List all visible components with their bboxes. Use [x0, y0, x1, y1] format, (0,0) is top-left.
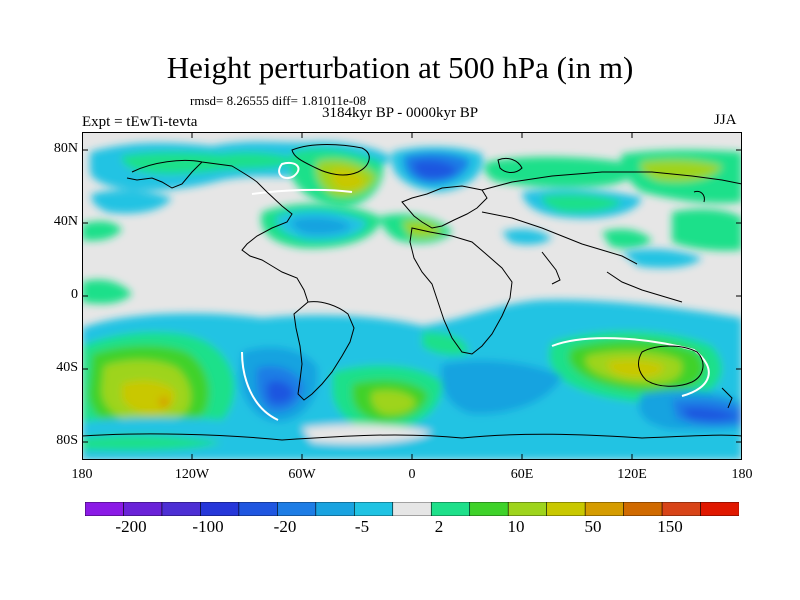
colorbar-label: -100 [192, 517, 224, 536]
coastlines [82, 144, 742, 441]
colorbar-swatch [507, 502, 548, 516]
lat-label-80n: 80N [53, 141, 78, 156]
map-title: Height perturbation at 500 hPa (in m) [166, 50, 634, 85]
colorbar-swatch [277, 502, 317, 516]
colorbar-label: 150 [657, 517, 683, 536]
lon-label-60e: 60E [510, 467, 534, 482]
lat-label-0: 0 [71, 287, 78, 302]
colorbar-swatch [85, 502, 124, 516]
time-period-label: 3184kyr BP - 0000kyr BP [322, 105, 479, 121]
colorbar-swatch [200, 502, 240, 516]
colorbar-label: -200 [115, 517, 147, 536]
tropics-field [82, 249, 702, 304]
colorbar-swatch [584, 502, 625, 516]
colorbar-swatch [700, 502, 739, 516]
colorbar-swatch [353, 502, 394, 516]
height-perturbation-map [82, 132, 742, 460]
colorbar-label: 50 [584, 517, 602, 536]
season-label: JJA [714, 112, 737, 128]
colorbar-swatch [315, 502, 355, 516]
colorbar-swatch [661, 502, 702, 516]
axis-ticks [82, 132, 742, 460]
lon-label-0: 0 [408, 467, 416, 482]
colorbar-label: -5 [354, 517, 370, 536]
lon-label-180w: 180 [71, 467, 93, 482]
colorbar-swatch [161, 502, 201, 516]
colorbar-swatch [623, 502, 663, 516]
south-field [82, 299, 742, 460]
colorbar-swatch [469, 502, 509, 516]
colorbar-label: -20 [273, 517, 297, 536]
colorbar-label: 10 [507, 517, 525, 536]
lon-label-180e: 180 [731, 467, 753, 482]
colorbar [85, 502, 739, 516]
colorbar-swatch [430, 502, 471, 516]
lon-label-60w: 60W [288, 467, 316, 482]
colorbar-swatch [123, 502, 163, 516]
lat-label-40n: 40N [53, 214, 78, 229]
north-field [82, 141, 742, 251]
lon-label-120e: 120E [617, 467, 647, 482]
colorbar-swatch [546, 502, 586, 516]
colorbar-swatch [392, 502, 432, 516]
map-panel [82, 132, 742, 460]
experiment-label: Expt = tEwTi-tevta [82, 114, 198, 130]
colorbar-label: 2 [434, 517, 444, 536]
colorbar-swatch [238, 502, 278, 516]
lon-label-120w: 120W [174, 467, 210, 482]
lat-label-80s: 80S [56, 433, 78, 448]
lat-label-40s: 40S [56, 360, 78, 375]
rmsd-diff-stats: rmsd= 8.26555 diff= 1.81011e-08 [190, 93, 367, 108]
